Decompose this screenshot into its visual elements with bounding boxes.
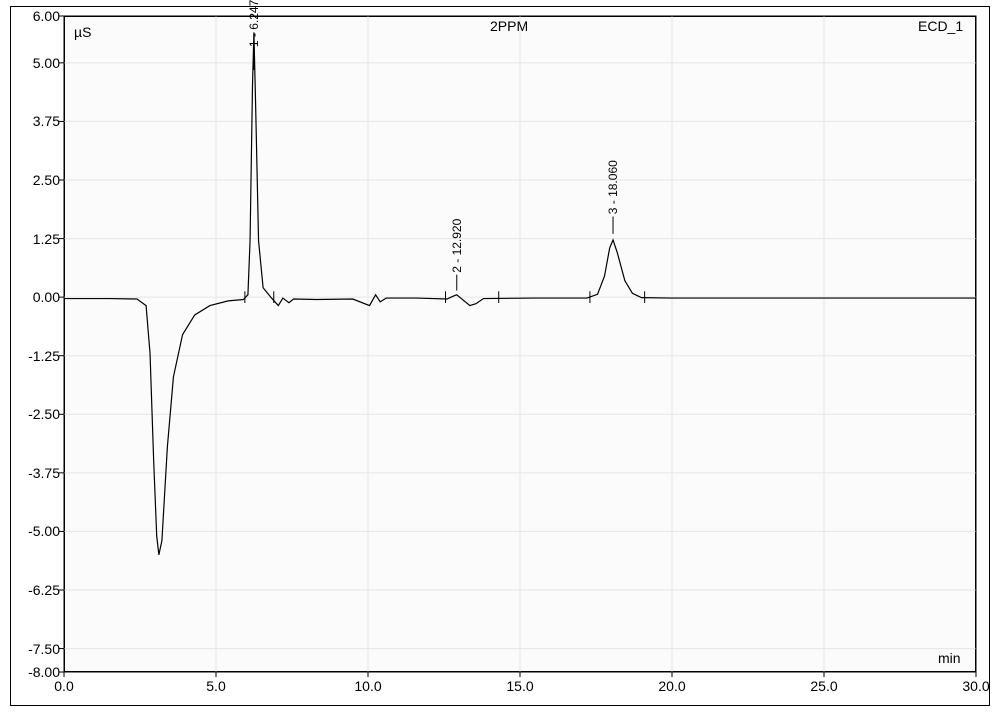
- y-tick-label: 3.75: [10, 113, 60, 129]
- y-axis-unit-label: µS: [74, 24, 91, 40]
- y-tick-label: -3.75: [10, 465, 60, 481]
- chart-title-center: 2PPM: [490, 18, 528, 34]
- x-tick-label: 0.0: [44, 678, 84, 694]
- y-tick-label: 2.50: [10, 172, 60, 188]
- x-axis-unit-label: min: [938, 650, 961, 666]
- x-tick-label: 15.0: [500, 678, 540, 694]
- y-tick-label: -2.50: [10, 406, 60, 422]
- peak-label: 1 - 6.247: [247, 21, 261, 47]
- x-tick-label: 25.0: [804, 678, 844, 694]
- y-tick-label: -6.25: [10, 582, 60, 598]
- y-tick-label: 5.00: [10, 55, 60, 71]
- chart-title-right: ECD_1: [918, 18, 963, 34]
- chromatogram-svg: [0, 0, 1000, 712]
- y-tick-label: -7.50: [10, 641, 60, 657]
- peak-label: 3 - 18.060: [606, 168, 620, 214]
- y-tick-label: 6.00: [10, 8, 60, 24]
- y-tick-label: 1.25: [10, 231, 60, 247]
- y-tick-label: 0.00: [10, 289, 60, 305]
- x-tick-label: 20.0: [652, 678, 692, 694]
- x-tick-label: 5.0: [196, 678, 236, 694]
- y-tick-label: -5.00: [10, 523, 60, 539]
- x-tick-label: 30.0: [956, 678, 996, 694]
- y-tick-label: -1.25: [10, 348, 60, 364]
- x-tick-label: 10.0: [348, 678, 388, 694]
- peak-label: 2 - 12.920: [450, 234, 464, 273]
